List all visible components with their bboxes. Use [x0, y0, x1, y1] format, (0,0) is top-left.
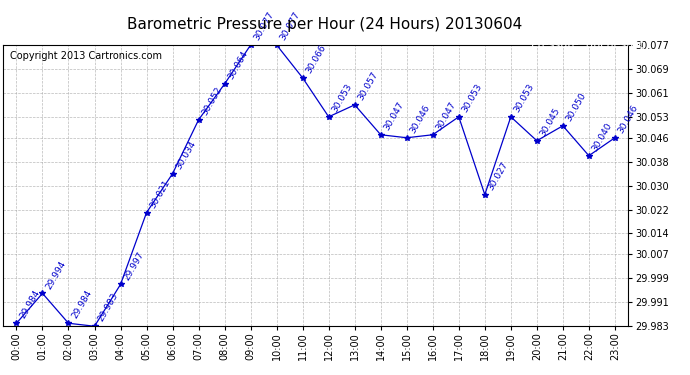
Text: 30.077: 30.077	[252, 10, 275, 42]
Text: 29.984: 29.984	[18, 289, 41, 321]
Text: 30.047: 30.047	[434, 100, 457, 132]
Text: 30.034: 30.034	[174, 139, 197, 171]
Text: 30.027: 30.027	[486, 160, 510, 192]
Text: 30.052: 30.052	[200, 85, 224, 117]
Text: 29.997: 29.997	[122, 250, 146, 282]
Text: 30.053: 30.053	[330, 82, 354, 114]
Text: 30.066: 30.066	[304, 43, 328, 75]
Text: 30.053: 30.053	[460, 82, 484, 114]
Text: 30.021: 30.021	[148, 178, 172, 210]
Text: 30.053: 30.053	[512, 82, 536, 114]
Text: 30.050: 30.050	[564, 91, 588, 123]
Text: Copyright 2013 Cartronics.com: Copyright 2013 Cartronics.com	[10, 51, 161, 61]
Text: 30.064: 30.064	[226, 50, 250, 81]
Text: 30.047: 30.047	[382, 100, 406, 132]
Text: 29.984: 29.984	[70, 289, 93, 321]
Text: 30.046: 30.046	[408, 103, 432, 135]
Text: Pressure  (Inches/Hg): Pressure (Inches/Hg)	[531, 40, 649, 50]
Text: 30.046: 30.046	[616, 103, 640, 135]
Text: 30.077: 30.077	[278, 10, 302, 42]
Text: 30.045: 30.045	[538, 106, 562, 138]
Text: 30.040: 30.040	[590, 121, 614, 153]
Text: 30.057: 30.057	[356, 70, 380, 102]
Text: 29.994: 29.994	[44, 259, 68, 291]
Text: Barometric Pressure per Hour (24 Hours) 20130604: Barometric Pressure per Hour (24 Hours) …	[127, 17, 522, 32]
Text: 29.983: 29.983	[96, 292, 119, 324]
